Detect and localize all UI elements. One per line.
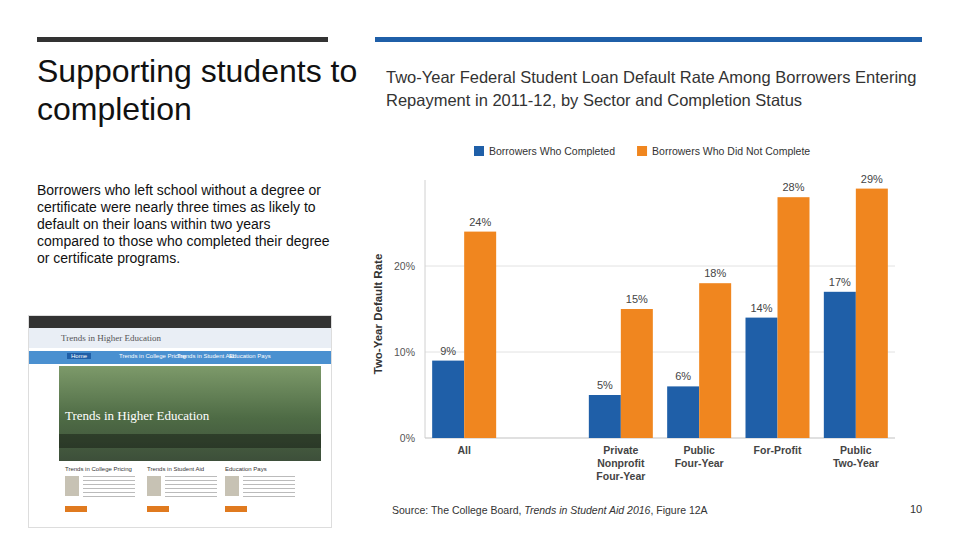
shot-column-title: Education Pays [225,466,267,472]
shot-banner-strip [59,434,321,448]
rule-left [37,37,328,42]
data-label: 17% [829,276,851,288]
x-tick-label: PublicFour-Year [675,444,724,469]
shot-topbar [29,316,331,328]
data-label: 24% [469,216,491,228]
data-label: 15% [626,293,648,305]
shot-nav-item: Education Pays [229,353,271,359]
source-part: Trends in Student Aid 2016 [524,504,650,516]
shot-nav-item: Home [67,353,91,359]
shot-nav-item: Trends in College Pricing [119,353,186,359]
shot-column-title: Trends in College Pricing [65,466,132,472]
data-label: 29% [861,173,883,185]
page-number: 10 [910,503,922,515]
legend-label: Borrowers Who Completed [489,145,615,157]
legend-swatch [474,146,484,156]
shot-banner: Trends in Higher Education [65,408,209,424]
shot-lines [165,476,217,498]
x-tick-label: For-Profit [754,444,802,456]
bars [432,189,888,438]
shot-thumb [147,476,161,496]
bar [778,197,810,438]
slide-title: Supporting students to completion [37,52,367,128]
data-labels: 9% 24% 5% 15% 6% 18% 14% 28% 17% 29% [440,173,883,391]
data-label: 28% [782,181,804,193]
y-tick-label: 0% [400,432,415,444]
bar [699,283,731,438]
slide-text: Borrowers who left school without a degr… [37,182,335,267]
bar [589,395,621,438]
shot-lines [243,476,295,498]
shot-button [147,506,169,512]
data-label: 9% [440,345,456,357]
chart-title: Two-Year Federal Student Loan Default Ra… [386,66,934,112]
legend-label: Borrowers Who Did Not Complete [652,145,810,157]
source-part: Source: The College Board, [392,504,524,516]
x-tick-label: PrivateNonprofitFour-Year [596,444,645,482]
bar [856,189,888,438]
y-axis-line [425,180,426,438]
x-tick-label: PublicTwo-Year [833,444,879,469]
shot-column-title: Trends in Student Aid [147,466,204,472]
y-axis-label: Two-Year Default Rate [372,254,384,375]
data-label: 6% [675,370,691,382]
bar [667,386,699,438]
shot-button [225,506,247,512]
data-label: 18% [704,267,726,279]
shot-thumb [225,476,239,496]
shot-nav-item: Trends in Student Aid [177,353,234,359]
screenshot: Trends in Higher Education Home Trends in … [28,315,332,528]
legend-swatch [637,146,647,156]
shot-lines [83,476,135,498]
bar [746,318,778,438]
shot-thumb [65,476,79,496]
data-label: 5% [597,379,613,391]
shot-header: Trends in Higher Education [61,333,161,343]
source-part: , Figure 12A [650,504,707,516]
bar [621,309,653,438]
bar [464,232,496,438]
bar [824,292,856,438]
x-tick-label: All [457,444,471,456]
bar [432,361,464,438]
shot-button [65,506,87,512]
source: Source: The College Board, Trends in Stu… [392,504,708,516]
data-label: 14% [750,302,772,314]
rule-right [375,37,922,42]
y-tick-label: 20% [394,260,415,272]
y-tick-label: 10% [394,346,415,358]
